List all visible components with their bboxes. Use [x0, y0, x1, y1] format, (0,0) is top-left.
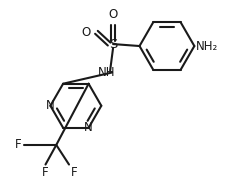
Text: F: F [42, 167, 49, 179]
Text: O: O [81, 26, 91, 39]
Text: F: F [71, 167, 78, 179]
Text: F: F [15, 139, 22, 151]
Text: NH₂: NH₂ [196, 39, 219, 53]
Text: S: S [109, 37, 117, 51]
Text: N: N [84, 121, 93, 134]
Text: NH: NH [97, 66, 115, 79]
Text: N: N [46, 99, 55, 112]
Text: O: O [108, 8, 118, 21]
